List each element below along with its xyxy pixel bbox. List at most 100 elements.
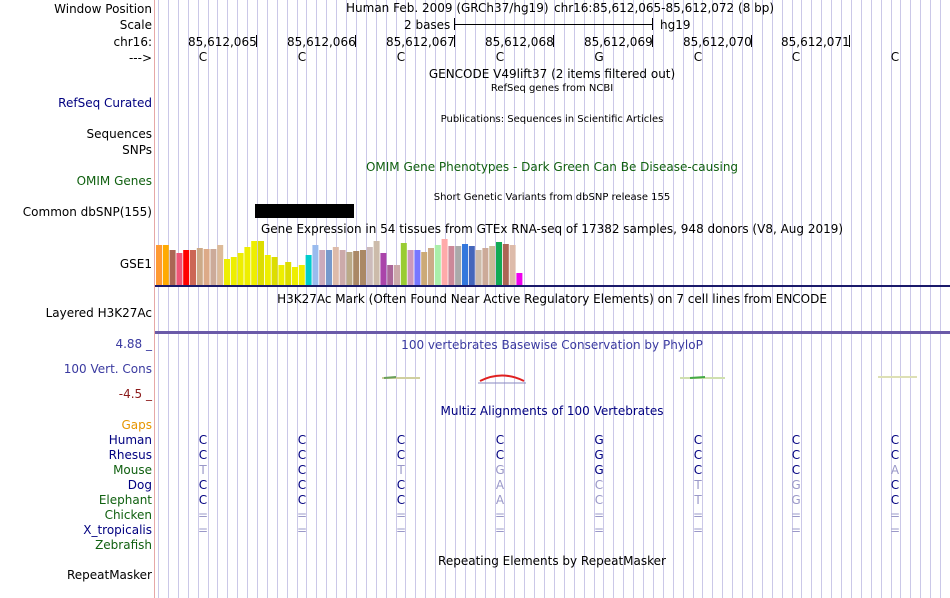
h3k27ac-track-title[interactable]: H3K27Ac Mark (Often Found Near Active Re…	[277, 292, 827, 306]
gtex-tissue-bar[interactable]	[210, 249, 217, 285]
dbsnp-variant-feature[interactable]	[255, 204, 354, 218]
gtex-tissue-bar[interactable]	[271, 257, 278, 285]
gtex-tissue-bar[interactable]	[162, 245, 169, 285]
gtex-tissue-bar[interactable]	[264, 255, 271, 285]
gtex-tissue-bar[interactable]	[373, 241, 380, 285]
gtex-tissue-bar[interactable]	[156, 245, 162, 285]
species-label[interactable]: Human	[108, 433, 152, 447]
grid-line	[762, 0, 763, 598]
gtex-tissue-bar[interactable]	[462, 244, 468, 285]
species-label[interactable]: Dog	[127, 478, 152, 492]
ruler-tick	[652, 35, 653, 47]
gtex-tissue-bar[interactable]	[387, 265, 394, 285]
gtex-tissue-bar[interactable]	[428, 248, 434, 285]
sequences-track-label[interactable]: Sequences	[86, 127, 152, 141]
gtex-tissue-bar[interactable]	[489, 246, 496, 285]
gtex-tissue-bar[interactable]	[400, 243, 407, 285]
gtex-tissue-bar[interactable]	[244, 247, 251, 285]
species-label[interactable]: Mouse	[113, 463, 152, 477]
conservation-min-value: -4.5 _	[118, 387, 152, 401]
gtex-tissue-bar[interactable]	[516, 273, 523, 285]
repeatmasker-track-title[interactable]: Repeating Elements by RepeatMasker	[438, 554, 666, 568]
snps-track-label[interactable]: SNPs	[122, 143, 152, 157]
gtex-tissue-bar[interactable]	[203, 249, 210, 285]
grid-line	[178, 0, 179, 598]
omim-track-label[interactable]: OMIM Genes	[76, 174, 152, 188]
species-label[interactable]: X_tropicalis	[83, 523, 152, 537]
gtex-tissue-bar[interactable]	[353, 251, 360, 285]
species-label[interactable]: Elephant	[98, 493, 152, 507]
gtex-tissue-bar[interactable]	[346, 252, 353, 285]
gtex-tissue-bar[interactable]	[176, 253, 183, 285]
gtex-tissue-bar[interactable]	[434, 245, 441, 285]
gtex-tissue-bar[interactable]	[217, 245, 224, 285]
gtex-track-title[interactable]: Gene Expression in 54 tissues from GTEx …	[260, 222, 844, 236]
gtex-tissue-bar[interactable]	[183, 250, 190, 285]
refseq-track-title[interactable]: RefSeq genes from NCBI	[490, 83, 614, 94]
gtex-tissue-bar[interactable]	[258, 241, 264, 285]
gtex-tissue-bar[interactable]	[278, 265, 285, 285]
ruler-tick	[849, 35, 850, 47]
gtex-tissue-bar[interactable]	[448, 246, 455, 285]
alignment-base: C	[297, 463, 307, 477]
dbsnp-track-title[interactable]: Short Genetic Variants from dbSNP releas…	[433, 192, 671, 203]
gtex-tissue-bar[interactable]	[455, 246, 462, 285]
gtex-tissue-bar[interactable]	[237, 253, 244, 285]
gtex-tissue-bar[interactable]	[326, 250, 332, 285]
gtex-tissue-bar[interactable]	[298, 265, 305, 285]
gtex-tissue-bar[interactable]	[190, 250, 196, 285]
gtex-tissue-bar[interactable]	[339, 250, 346, 285]
assembly-title: Human Feb. 2009 (GRCh37/hg19)	[346, 1, 549, 15]
alignment-base: C	[890, 448, 900, 462]
dbsnp-track-label[interactable]: Common dbSNP(155)	[22, 205, 152, 219]
gtex-tissue-bar[interactable]	[285, 262, 292, 285]
gtex-tissue-bar[interactable]	[407, 250, 414, 285]
gtex-tissue-bar[interactable]	[196, 248, 203, 285]
grid-line	[801, 0, 802, 598]
gtex-tissue-bar[interactable]	[319, 250, 326, 285]
gtex-tissue-bar[interactable]	[509, 245, 516, 285]
gtex-tissue-bar[interactable]	[366, 247, 373, 285]
species-label[interactable]: Rhesus	[108, 448, 152, 462]
grid-line	[237, 0, 238, 598]
gtex-tissue-bar[interactable]	[482, 248, 489, 285]
h3k27ac-track-label[interactable]: Layered H3K27Ac	[45, 306, 152, 320]
gse1-label[interactable]: GSE1	[119, 257, 152, 271]
gtex-tissue-bar[interactable]	[394, 265, 400, 285]
gtex-tissue-bar[interactable]	[421, 252, 428, 285]
gtex-tissue-bar[interactable]	[312, 245, 319, 285]
gtex-tissue-bar[interactable]	[332, 247, 339, 285]
gtex-tissue-bar[interactable]	[230, 257, 237, 285]
gaps-track-label[interactable]: Gaps	[121, 418, 152, 432]
conservation-track-title[interactable]: 100 vertebrates Basewise Conservation by…	[401, 338, 703, 352]
refseq-track-label[interactable]: RefSeq Curated	[58, 96, 152, 110]
gtex-tissue-bar[interactable]	[305, 255, 312, 285]
gtex-tissue-bar[interactable]	[414, 250, 421, 285]
grid-line	[663, 0, 664, 598]
publications-track-title[interactable]: Publications: Sequences in Scientific Ar…	[440, 114, 664, 125]
db-text: hg19	[660, 18, 691, 32]
gtex-tissue-bar[interactable]	[496, 242, 502, 285]
gtex-tissue-bar[interactable]	[169, 250, 176, 285]
label-separator	[154, 0, 155, 598]
repeatmasker-track-label[interactable]: RepeatMasker	[66, 568, 152, 582]
gtex-tissue-bar[interactable]	[251, 241, 258, 285]
gtex-tissue-bar[interactable]	[292, 267, 298, 285]
species-label[interactable]: Zebrafish	[95, 538, 152, 552]
gtex-tissue-bar[interactable]	[502, 244, 509, 285]
gtex-tissue-bar[interactable]	[475, 250, 482, 285]
species-label[interactable]: Chicken	[104, 508, 152, 522]
gencode-track-title[interactable]: GENCODE V49lift37 (2 items filtered out)	[428, 67, 676, 81]
gtex-tissue-bar[interactable]	[224, 259, 230, 285]
gtex-tissue-bar[interactable]	[360, 250, 366, 285]
gtex-tissue-bar[interactable]	[468, 246, 475, 285]
alignment-base: C	[693, 448, 703, 462]
gtex-tissue-bar[interactable]	[441, 239, 448, 285]
multiz-track-title[interactable]: Multiz Alignments of 100 Vertebrates	[440, 404, 664, 418]
conservation-track-label[interactable]: 100 Vert. Cons	[63, 362, 152, 376]
gtex-tissue-bar[interactable]	[380, 253, 387, 285]
grid-line	[208, 0, 209, 598]
omim-track-title[interactable]: OMIM Gene Phenotypes - Dark Green Can Be…	[365, 160, 739, 174]
